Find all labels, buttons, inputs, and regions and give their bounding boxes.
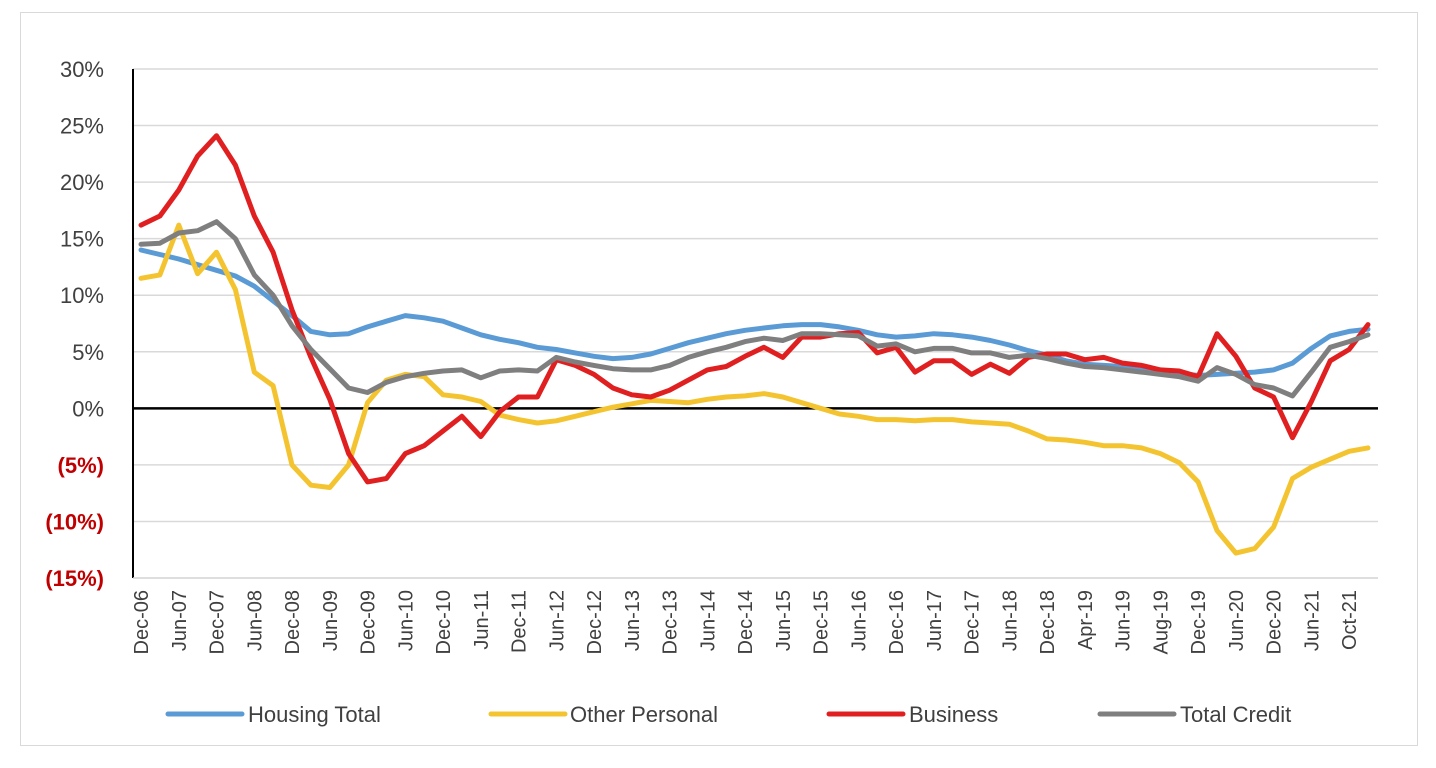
- x-tick-label: Dec-09: [358, 590, 380, 654]
- series-line-business: [138, 133, 1371, 485]
- x-tick-label: Dec-11: [509, 590, 531, 653]
- x-tick-label: Dec-12: [584, 590, 606, 654]
- x-tick-label: Jun-13: [622, 590, 644, 651]
- y-tick-label: 5%: [72, 340, 104, 365]
- x-tick-label: Dec-16: [886, 590, 908, 654]
- legend-label: Business: [909, 702, 998, 727]
- x-tick-label: Jun-10: [395, 590, 417, 651]
- x-tick-label: Dec-07: [207, 590, 229, 654]
- x-tick-label: Apr-19: [1075, 590, 1097, 650]
- x-tick-label: Dec-15: [811, 590, 833, 654]
- series-lines: [138, 133, 1371, 556]
- x-tick-label: Dec-18: [1037, 590, 1059, 654]
- x-tick-label: Dec-10: [433, 590, 455, 654]
- y-tick-label: (15%): [45, 566, 104, 591]
- y-axis: 30% 25% 20% 15% 10% 5% 0% (5%) (10%) (15%): [45, 57, 1378, 591]
- series-line-other-personal: [138, 222, 1371, 556]
- x-tick-label: Dec-13: [660, 590, 682, 654]
- x-tick-label: Jun-14: [697, 590, 719, 651]
- x-tick-label: Aug-19: [1150, 590, 1172, 655]
- legend-label: Housing Total: [248, 702, 381, 727]
- x-tick-label: Jun-12: [546, 590, 568, 651]
- x-tick-label: Jun-11: [471, 590, 493, 650]
- y-tick-label: 20%: [60, 170, 104, 195]
- x-tick-label: Dec-14: [735, 590, 757, 654]
- x-tick-label: Jun-15: [773, 590, 795, 651]
- legend-label: Total Credit: [1180, 702, 1291, 727]
- x-tick-label: Dec-17: [962, 590, 984, 654]
- series-line-housing-total: [138, 247, 1371, 378]
- x-tick-label: Jun-20: [1226, 590, 1248, 651]
- x-tick-label: Oct-21: [1339, 590, 1361, 650]
- y-tick-label: 0%: [72, 396, 104, 421]
- x-tick-label: Jun-21: [1301, 590, 1323, 651]
- x-tick-label: Dec-20: [1264, 590, 1286, 654]
- x-tick-label: Jun-19: [1113, 590, 1135, 651]
- series-line-total-credit: [138, 219, 1371, 399]
- x-tick-label: Jun-16: [848, 590, 870, 651]
- x-tick-label: Jun-17: [924, 590, 946, 651]
- y-tick-label: (5%): [58, 453, 104, 478]
- y-tick-label: (10%): [45, 509, 104, 534]
- legend: Housing Total Other Personal Business Total…: [165, 702, 1291, 727]
- y-tick-label: 15%: [60, 227, 104, 252]
- x-tick-label: Dec-08: [282, 590, 304, 654]
- y-tick-label: 10%: [60, 283, 104, 308]
- y-tick-label: 25%: [60, 114, 104, 139]
- x-tick-label: Jun-09: [320, 590, 342, 651]
- x-tick-label: Jun-18: [999, 590, 1021, 651]
- legend-label: Other Personal: [570, 702, 718, 727]
- x-tick-label: Dec-19: [1188, 590, 1210, 654]
- x-tick-label: Dec-06: [131, 590, 153, 654]
- gridlines: [133, 68, 1378, 579]
- x-tick-label: Jun-08: [244, 590, 266, 651]
- x-tick-label: Jun-07: [169, 590, 191, 651]
- y-tick-label: 30%: [60, 57, 104, 82]
- x-axis: Dec-06 Jun-07 Dec-07 Jun-08 Dec-08 Jun-09 Dec-…: [131, 577, 1378, 655]
